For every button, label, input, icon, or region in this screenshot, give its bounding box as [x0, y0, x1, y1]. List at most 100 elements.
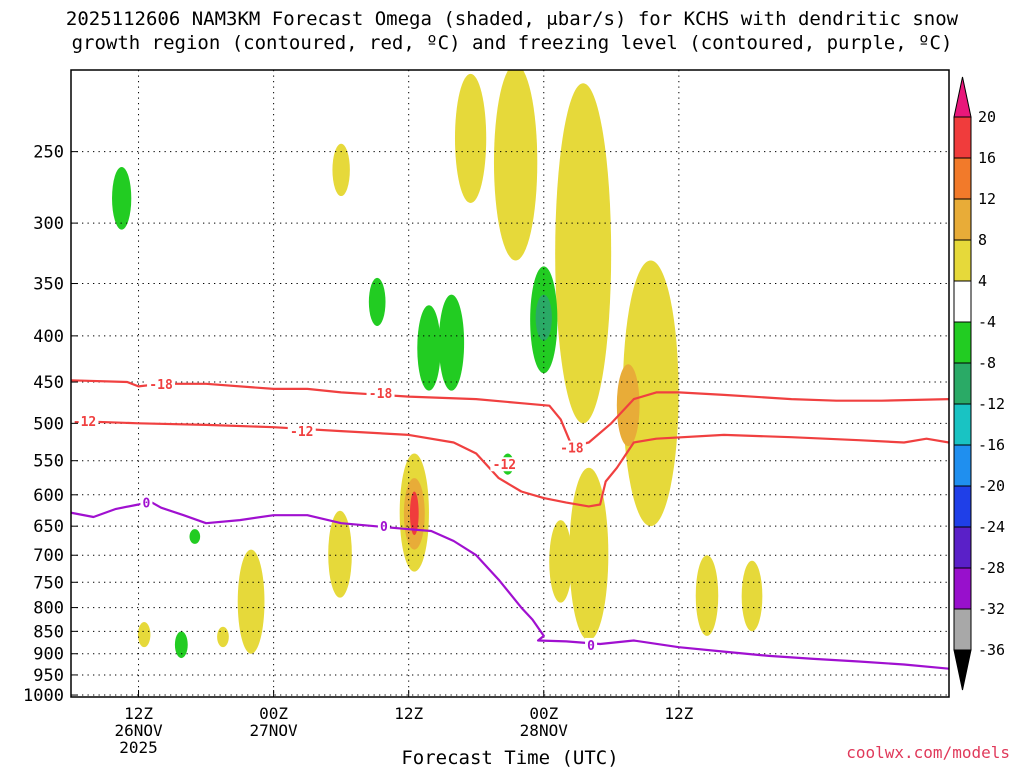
contour-label-0-0: -18 — [149, 378, 173, 393]
colorbar-tick-label-7: -12 — [978, 395, 1005, 413]
colorbar-segment-11 — [953, 567, 972, 610]
xtick-label-48-1: 28NOV — [520, 721, 569, 740]
omega-upward-blob-9 — [328, 510, 352, 598]
colorbar-segment-9 — [953, 485, 972, 528]
xtick-label-12-0: 12Z — [124, 704, 153, 723]
contour-label-1-2: -12 — [493, 458, 516, 473]
contour-label-bg-1-0 — [71, 413, 99, 428]
contour-label-bg-0-1 — [366, 386, 395, 401]
xtick-label-24-1: 27NOV — [250, 721, 299, 740]
ytick-label-800: 800 — [33, 599, 64, 619]
colorbar-tick-label-5: -4 — [978, 313, 996, 331]
colorbar-tick-label-12: -32 — [978, 600, 1005, 618]
contour-label-bg-2-0 — [140, 495, 153, 510]
colorbar-segment-4 — [953, 280, 972, 323]
xtick-label-12-2: 2025 — [119, 738, 158, 757]
colorbar-tick-label-3: 8 — [978, 231, 987, 249]
omega-upward-blob-13 — [695, 555, 719, 636]
ytick-label-450: 450 — [33, 373, 64, 393]
contour-label-1-1: -12 — [290, 425, 313, 440]
omega-downward-blob-3 — [438, 294, 465, 391]
omega-upward-blob-11 — [569, 467, 609, 641]
ytick-label-500: 500 — [33, 414, 64, 434]
colorbar-segment-6 — [953, 362, 972, 405]
contour-label-1-0: -12 — [73, 415, 96, 430]
contour-label-bg-0-2 — [557, 440, 586, 455]
omega-downward-blob-0 — [112, 167, 132, 230]
ytick-label-400: 400 — [33, 327, 64, 347]
omega-upward-blob-1 — [493, 70, 538, 261]
ytick-label-600: 600 — [33, 486, 64, 506]
contour-label-0-2: -18 — [560, 442, 584, 457]
ytick-label-950: 950 — [33, 666, 64, 686]
contour-label-bg-1-2 — [490, 457, 519, 472]
ytick-label-850: 850 — [33, 622, 64, 642]
colorbar-segment-12 — [953, 608, 972, 651]
colorbar-segment-1 — [953, 157, 972, 200]
colorbar-tick-label-4: 4 — [978, 272, 987, 290]
ytick-label-900: 900 — [33, 645, 64, 665]
colorbar-tick-label-6: -8 — [978, 354, 996, 372]
contour-label-0-1: -18 — [369, 387, 393, 402]
ytick-label-300: 300 — [33, 214, 64, 234]
ytick-label-700: 700 — [33, 546, 64, 566]
plot-frame — [70, 69, 950, 698]
contour-line-1 — [71, 419, 949, 508]
colorbar-tick-label-1: 16 — [978, 149, 996, 167]
omega-downward-blob-1 — [368, 277, 386, 326]
omega-upward-blob-12 — [549, 520, 573, 603]
contour-label-2-0: 0 — [143, 497, 151, 512]
omega-downward-blob-7 — [174, 631, 188, 659]
colorbar-segment-2 — [953, 198, 972, 241]
x-axis-label: Forecast Time (UTC) — [401, 747, 618, 768]
omega-upward-blob-14 — [741, 560, 763, 632]
omega-upward-blob-0 — [454, 73, 487, 203]
contour-label-bg-0-0 — [147, 376, 176, 391]
omega-upward-blob-8 — [409, 491, 419, 536]
colorbar-tick-label-0: 20 — [978, 108, 996, 126]
colorbar-segment-7 — [953, 403, 972, 446]
colorbar-top-arrow — [953, 76, 972, 118]
ytick-label-650: 650 — [33, 517, 64, 537]
colorbar-tick-label-11: -28 — [978, 559, 1005, 577]
ytick-label-250: 250 — [33, 143, 64, 163]
contour-label-2-2: 0 — [587, 639, 595, 654]
omega-upward-blob-5 — [332, 143, 350, 197]
contour-line-0 — [71, 379, 949, 448]
colorbar-tick-label-13: -36 — [978, 641, 1005, 659]
contour-label-bg-2-2 — [585, 637, 598, 652]
omega-upward-blob-15 — [137, 622, 151, 648]
colorbar-tick-label-9: -20 — [978, 477, 1005, 495]
colorbar-tick-label-8: -16 — [978, 436, 1005, 454]
omega-upward-blob-10 — [237, 549, 265, 654]
colorbar-segment-5 — [953, 321, 972, 364]
chart-title-line-1: 2025112606 NAM3KM Forecast Omega (shaded… — [65, 8, 959, 30]
ytick-label-750: 750 — [33, 573, 64, 593]
colorbar-tick-label-2: 12 — [978, 190, 996, 208]
ytick-label-1000: 1000 — [23, 686, 64, 706]
colorbar-tick-label-10: -24 — [978, 518, 1005, 536]
xtick-label-36-0: 12Z — [394, 704, 423, 723]
contour-label-bg-2-1 — [377, 519, 390, 534]
xtick-label-48-0: 00Z — [529, 704, 558, 723]
contour-label-2-1: 0 — [380, 520, 388, 535]
ytick-label-550: 550 — [33, 452, 64, 472]
omega-upward-blob-2 — [555, 83, 612, 424]
colorbar-segment-10 — [953, 526, 972, 569]
contour-line-2 — [71, 500, 949, 670]
omega-downward-blob-2 — [417, 305, 441, 391]
colorbar-segment-8 — [953, 444, 972, 487]
chart-title-line-2: growth region (contoured, red, ºC) and f… — [71, 32, 953, 54]
xtick-label-60-0: 12Z — [664, 704, 693, 723]
omega-upward-blob-16 — [217, 626, 229, 648]
contour-label-bg-1-1 — [287, 424, 316, 439]
colorbar-segment-3 — [953, 239, 972, 282]
colorbar-bottom-arrow — [953, 649, 972, 691]
omega-downward-blob-8 — [189, 529, 201, 544]
xtick-label-12-1: 26NOV — [114, 721, 163, 740]
credit-text: coolwx.com/models — [846, 743, 1010, 762]
xtick-label-24-0: 00Z — [259, 704, 288, 723]
ytick-label-350: 350 — [33, 275, 64, 295]
colorbar-segment-0 — [953, 116, 972, 159]
